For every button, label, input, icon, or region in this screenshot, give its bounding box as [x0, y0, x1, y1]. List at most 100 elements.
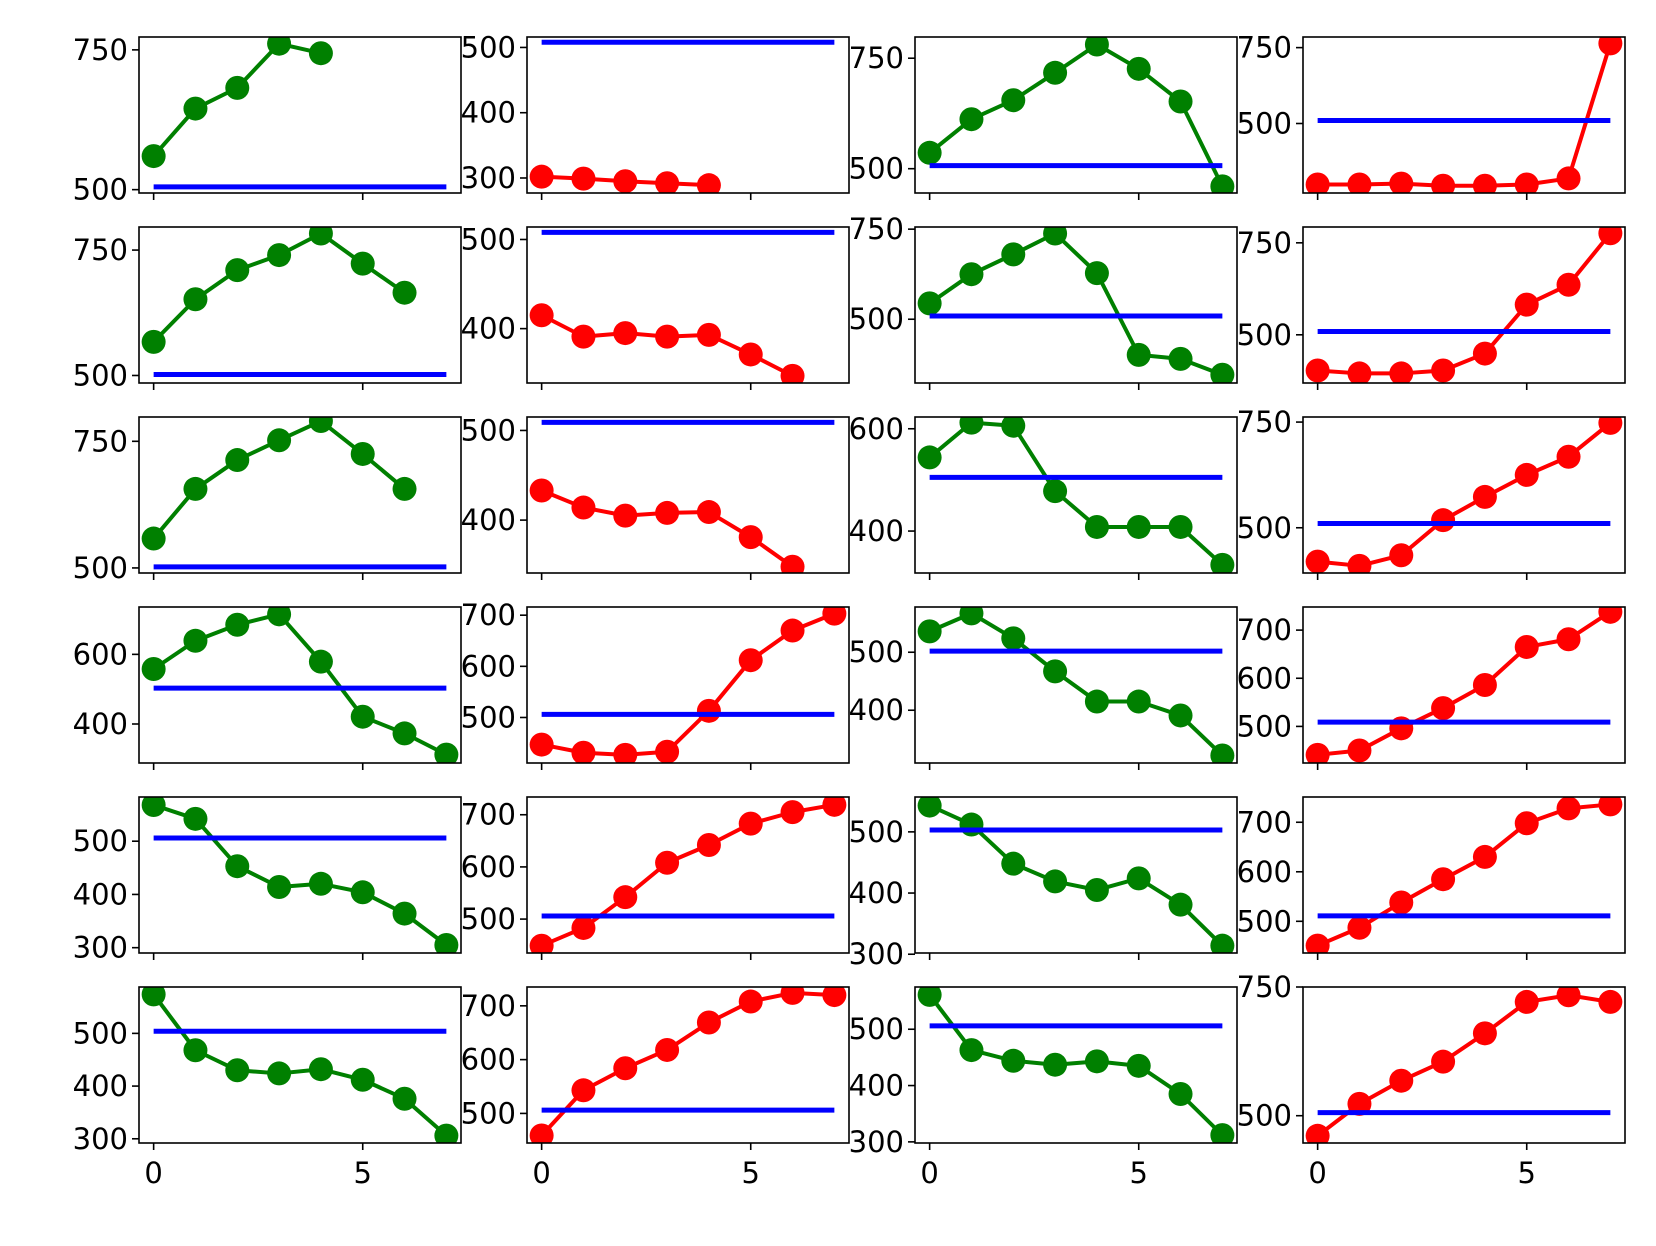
y-tick-label: 400 [73, 707, 128, 741]
y-tick-label: 500 [849, 152, 904, 186]
point [1126, 342, 1151, 367]
point [613, 885, 638, 910]
x-tick-label: 5 [354, 1156, 372, 1190]
plot-area [1305, 37, 1623, 193]
point [1347, 361, 1372, 383]
point [571, 324, 596, 349]
subplot: 400 500 [849, 606, 1238, 770]
point [392, 476, 417, 501]
y-tick-label: 750 [1237, 31, 1292, 65]
point [1556, 797, 1581, 821]
y-tick-label: 500 [461, 30, 516, 64]
point [959, 607, 984, 626]
subplot: 300 400 500 0 5 [849, 986, 1238, 1190]
point [183, 628, 208, 653]
point [1210, 933, 1235, 953]
point [1001, 88, 1026, 113]
point [350, 704, 375, 729]
y-tick-label: 400 [461, 503, 516, 537]
point [1043, 479, 1068, 504]
axes-frame [1302, 986, 1626, 1144]
y-tick-label: 400 [849, 514, 904, 548]
point [1431, 867, 1456, 892]
point [1168, 703, 1193, 728]
point [613, 1056, 638, 1081]
plot-area [1305, 417, 1623, 573]
point [1126, 56, 1151, 81]
x-tick-label: 0 [1308, 1156, 1326, 1190]
point [822, 797, 847, 817]
point [141, 144, 166, 169]
plot-area [1305, 607, 1623, 763]
y-tick-label: 500 [849, 815, 904, 849]
point [822, 607, 847, 626]
axes-frame [1302, 36, 1626, 194]
point [141, 526, 166, 551]
point [1001, 626, 1026, 651]
point [655, 171, 680, 193]
point [696, 322, 721, 347]
y-tick-label: 700 [1237, 805, 1292, 839]
plot-area [1305, 987, 1623, 1143]
point [1043, 659, 1068, 684]
point [1305, 1123, 1330, 1143]
y-tick-label: 500 [461, 1096, 516, 1130]
point [183, 96, 208, 121]
y-tick-label: 600 [1237, 855, 1292, 889]
point [917, 797, 942, 818]
point [1431, 508, 1456, 533]
axes-frame [914, 986, 1238, 1144]
y-tick-label: 750 [73, 233, 128, 267]
point [780, 618, 805, 643]
point [1556, 627, 1581, 652]
point [1126, 866, 1151, 891]
point [571, 915, 596, 940]
axes-frame [526, 36, 850, 194]
y-tick-label: 500 [1237, 318, 1292, 352]
subplot: 500 750 [1237, 405, 1626, 580]
y-tick-label: 500 [73, 551, 128, 585]
point [1472, 673, 1497, 697]
axes-frame [914, 36, 1238, 194]
point [1168, 514, 1193, 539]
plot-area [529, 797, 847, 953]
point [1347, 915, 1372, 940]
point [917, 987, 942, 1007]
point [1556, 166, 1581, 191]
y-tick-label: 500 [461, 902, 516, 936]
point [738, 648, 763, 673]
point [613, 742, 638, 763]
subplot: 500 750 [1237, 226, 1626, 390]
axes-frame [526, 606, 850, 764]
point [1084, 261, 1109, 286]
point [1126, 689, 1151, 714]
subplot: 300 400 500 [73, 796, 462, 965]
axes-frame [526, 416, 850, 574]
point [1126, 514, 1151, 539]
y-tick-label: 500 [849, 635, 904, 669]
point [434, 742, 459, 763]
point [959, 417, 984, 435]
subplot: 300 400 500 [461, 30, 850, 200]
point [1210, 362, 1235, 383]
point [571, 740, 596, 763]
point [959, 1038, 984, 1063]
subplot: 500 750 [73, 416, 462, 585]
plot-area [529, 607, 847, 763]
x-tick-label: 0 [920, 1156, 938, 1190]
point [655, 500, 680, 525]
point [267, 37, 292, 56]
plot-area [529, 419, 835, 573]
y-tick-label: 500 [73, 824, 128, 858]
point [917, 291, 942, 316]
point [1598, 417, 1623, 435]
point [267, 607, 292, 627]
axes-frame [526, 796, 850, 954]
plot-area [917, 797, 1235, 953]
point [780, 987, 805, 1005]
y-tick-label: 400 [849, 1069, 904, 1103]
plot-area [141, 987, 459, 1143]
y-tick-label: 700 [461, 798, 516, 832]
point [1084, 1049, 1109, 1074]
point [1305, 358, 1330, 383]
